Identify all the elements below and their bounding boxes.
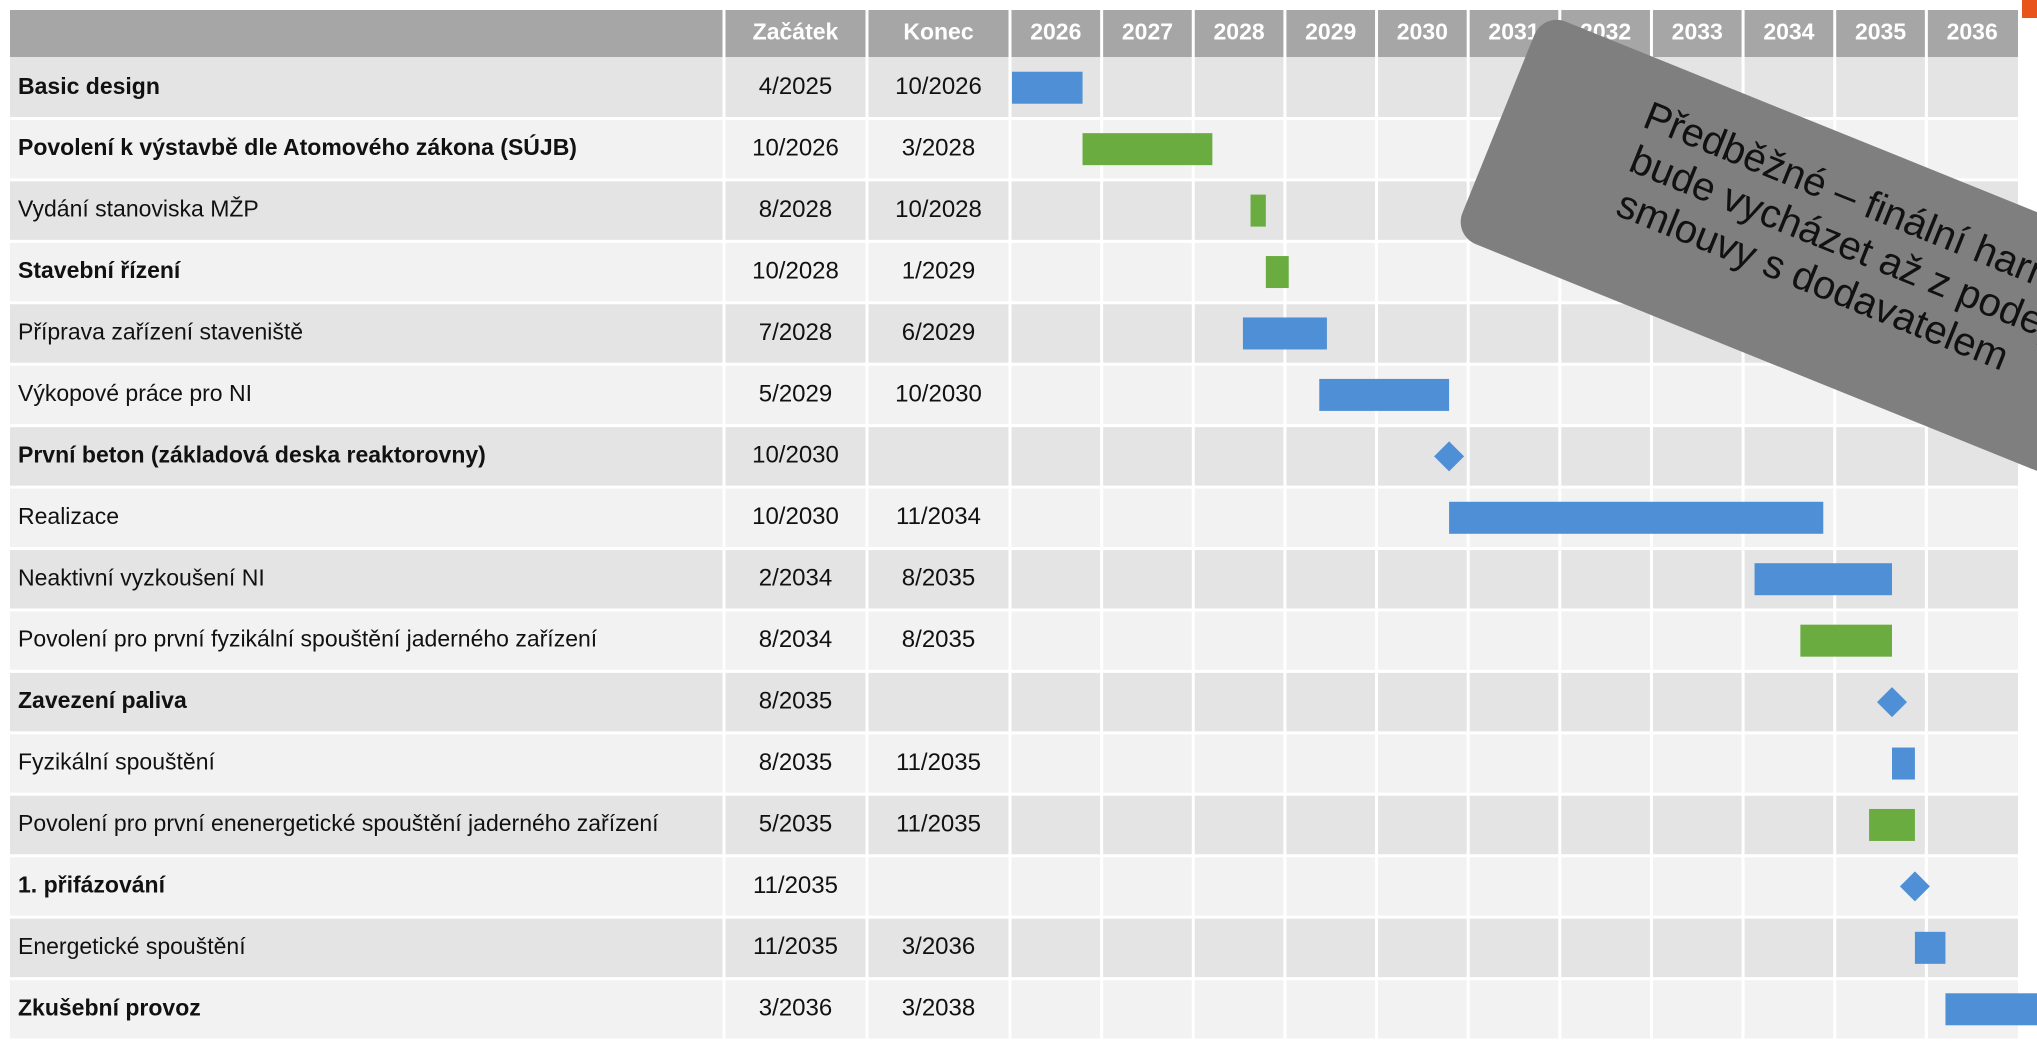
end-date: 11/2035 [896,749,981,776]
row-bg [10,609,2018,672]
row-bg [10,855,2018,918]
task-name: Vydání stanoviska MŽP [18,196,259,222]
start-date: 7/2028 [759,319,832,346]
year-label: 2029 [1305,19,1356,45]
end-date: 8/2035 [902,626,975,653]
task-name: Zavezení paliva [18,687,187,713]
end-date: 6/2029 [902,319,975,346]
task-name: Stavební řízení [18,257,182,283]
end-date: 10/2028 [895,196,982,223]
year-label: 2030 [1397,19,1448,45]
task-name: Realizace [18,503,119,529]
end-date: 10/2026 [895,73,982,100]
task-name: Povolení pro první fyzikální spouštění j… [18,626,598,652]
task-bar [1449,501,1824,534]
task-name: Neaktivní vyzkoušení NI [18,564,265,590]
task-name: Energetické spouštění [18,933,246,959]
row-bg [10,671,2018,733]
row-bg [10,425,2018,488]
start-date: 3/2036 [759,995,832,1022]
row-bg [10,978,2018,1040]
task-bar [1754,563,1892,596]
header-bg [10,10,2018,57]
column-header: Konec [903,19,974,45]
start-date: 8/2035 [759,749,832,776]
start-date: 8/2034 [759,626,832,653]
start-date: 5/2029 [759,380,832,407]
task-bar [1265,256,1289,289]
task-bar [1869,808,1915,841]
start-date: 5/2035 [759,810,832,837]
task-name: 1. přifázování [18,871,167,897]
end-date: 1/2029 [902,257,975,284]
task-bar [1945,993,2037,1026]
start-date: 10/2028 [752,257,839,284]
start-date: 8/2028 [759,196,832,223]
row-bg [10,917,2018,979]
start-date: 4/2025 [759,73,832,100]
start-date: 10/2026 [752,135,839,162]
milestone [1899,871,1930,902]
end-date: 11/2034 [896,503,981,530]
task-bar [1082,133,1213,166]
end-date: 10/2030 [895,380,982,407]
year-label: 2027 [1122,19,1173,45]
column-header: Začátek [753,19,839,45]
task-bar [1892,747,1915,780]
row-bg [10,794,2018,856]
corner-mark [2022,0,2037,18]
task-name: Zkušební provoz [18,994,201,1020]
end-date: 8/2035 [902,565,975,592]
task-bar [1319,378,1450,411]
task-name: Basic design [18,73,160,99]
milestone [1877,687,1907,718]
year-label: 2031 [1488,19,1539,45]
start-date: 11/2035 [753,933,838,960]
start-date: 10/2030 [752,503,839,530]
start-date: 11/2035 [753,872,838,899]
end-date: 3/2028 [902,135,975,162]
end-date: 3/2038 [902,995,975,1022]
year-label: 2026 [1030,19,1081,45]
task-name: Fyzikální spouštění [18,749,215,775]
row-bg [10,548,2018,610]
task-bar [1914,931,1946,964]
year-label: 2035 [1855,19,1906,45]
task-bar [1800,624,1892,657]
task-name: Příprava zařízení staveniště [18,319,303,345]
start-date: 8/2035 [759,687,832,714]
task-name: První beton (základová deska reaktorovny… [18,441,486,467]
task-name: Povolení pro první enenergetické spouště… [18,810,659,836]
row-bg [10,732,2018,795]
annotation-box [1460,19,2037,521]
year-label: 2033 [1672,19,1723,45]
milestone [1434,441,1465,472]
end-date: 11/2035 [896,810,981,837]
task-name: Výkopové práce pro NI [18,380,252,406]
task-name: Povolení k výstavbě dle Atomového zákona… [18,133,577,160]
row-bg [10,364,2018,426]
task-bar [1250,194,1266,227]
year-label: 2028 [1214,19,1265,45]
task-bar [1012,71,1083,104]
task-bar [1242,317,1327,350]
start-date: 2/2034 [759,565,832,592]
end-date: 3/2036 [902,933,975,960]
start-date: 10/2030 [752,442,839,469]
year-label: 2034 [1763,19,1814,45]
year-label: 2036 [1947,19,1998,45]
